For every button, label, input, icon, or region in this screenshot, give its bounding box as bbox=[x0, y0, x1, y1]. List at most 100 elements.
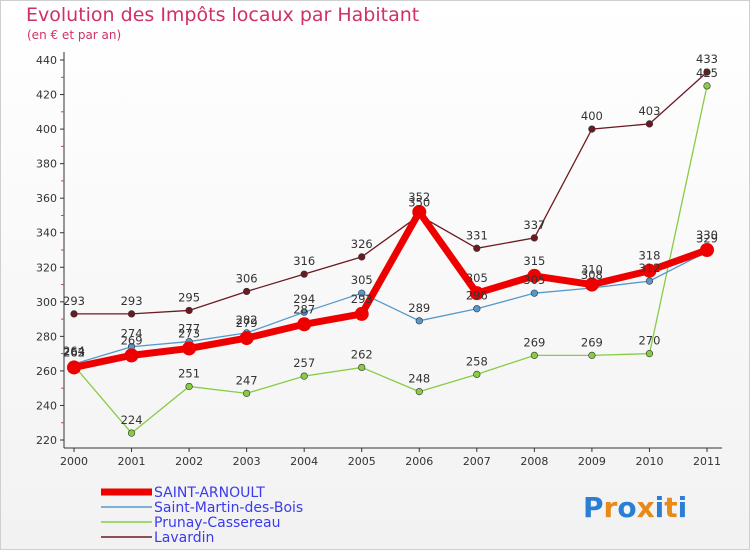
data-point-saint-martin-des-bois bbox=[473, 305, 481, 313]
series-line-prunay-cassereau bbox=[73, 85, 708, 434]
data-point-saint-martin-des-bois bbox=[645, 277, 654, 285]
legend-label-lavardin: Lavardin bbox=[154, 530, 214, 546]
data-label-prunay-cassereau: 248 bbox=[408, 372, 430, 386]
x-tick-label: 2004 bbox=[290, 455, 318, 468]
data-label-saint-arnoult: 287 bbox=[293, 302, 315, 316]
data-point-saint-martin-des-bois bbox=[300, 308, 308, 316]
data-label-lavardin: 433 bbox=[696, 52, 718, 66]
logo-letter: P bbox=[583, 491, 604, 524]
data-point-saint-arnoult bbox=[700, 243, 714, 257]
data-label-prunay-cassereau: 224 bbox=[121, 413, 143, 427]
data-point-lavardin bbox=[703, 68, 711, 76]
data-label-saint-arnoult: 352 bbox=[408, 190, 430, 204]
series-line-saint-arnoult bbox=[70, 208, 711, 371]
series-layer bbox=[67, 68, 714, 437]
data-label-lavardin: 400 bbox=[581, 109, 603, 123]
data-label-prunay-cassereau: 270 bbox=[638, 334, 660, 348]
x-tick-label: 2007 bbox=[463, 455, 491, 468]
data-point-saint-arnoult bbox=[469, 286, 484, 301]
data-point-saint-arnoult bbox=[584, 277, 599, 292]
data-point-saint-arnoult bbox=[527, 268, 542, 283]
x-tick-label: 2008 bbox=[520, 455, 548, 468]
data-label-saint-arnoult: 318 bbox=[638, 249, 660, 263]
data-point-prunay-cassereau bbox=[127, 429, 136, 437]
data-label-prunay-cassereau: 262 bbox=[351, 347, 373, 361]
logo-letter: r bbox=[604, 491, 618, 524]
data-point-saint-arnoult bbox=[239, 331, 254, 346]
x-tick-label: 2001 bbox=[118, 455, 146, 468]
y-tick-label: 240 bbox=[36, 399, 57, 412]
y-tick-label: 320 bbox=[36, 261, 57, 274]
data-point-prunay-cassereau bbox=[358, 363, 366, 372]
logo-text: Proxiti bbox=[583, 491, 687, 524]
legend-label-saint-martin-des-bois: Saint-Martin-des-Bois bbox=[154, 500, 303, 516]
data-point-lavardin bbox=[185, 306, 193, 315]
y-tick-label: 280 bbox=[36, 330, 57, 343]
x-tick-label: 2010 bbox=[635, 455, 663, 468]
y-tick-label: 260 bbox=[36, 365, 57, 378]
y-tick-label: 360 bbox=[36, 192, 57, 205]
proxiti-logo: Proxiti bbox=[583, 491, 687, 524]
series-line-saint-martin-des-bois bbox=[73, 251, 708, 365]
data-point-lavardin bbox=[127, 310, 136, 318]
data-point-saint-martin-des-bois bbox=[530, 289, 538, 297]
data-label-lavardin: 331 bbox=[466, 228, 488, 242]
data-point-lavardin bbox=[243, 287, 251, 296]
data-label-saint-martin-des-bois: 312 bbox=[638, 261, 660, 275]
data-label-lavardin: 306 bbox=[236, 271, 258, 285]
data-point-prunay-cassereau bbox=[185, 382, 193, 391]
x-tick-label: 2003 bbox=[233, 455, 261, 468]
logo-letter: i bbox=[678, 491, 688, 524]
data-label-saint-martin-des-bois: 277 bbox=[178, 322, 200, 336]
data-label-prunay-cassereau: 269 bbox=[523, 335, 545, 349]
data-label-lavardin: 403 bbox=[638, 104, 660, 118]
data-label-saint-arnoult: 279 bbox=[236, 316, 258, 330]
legend-label-saint-arnoult: SAINT-ARNOULT bbox=[154, 485, 265, 501]
data-point-saint-martin-des-bois bbox=[415, 317, 423, 325]
data-label-lavardin: 293 bbox=[63, 294, 85, 308]
data-point-lavardin bbox=[645, 120, 654, 128]
x-tick-label: 2009 bbox=[578, 455, 606, 468]
chart-subtitle: (en € et par an) bbox=[27, 28, 122, 42]
logo-letter: i bbox=[655, 491, 665, 524]
data-label-saint-arnoult: 330 bbox=[696, 228, 718, 242]
data-label-saint-martin-des-bois: 305 bbox=[351, 273, 373, 287]
data-label-lavardin: 295 bbox=[178, 290, 200, 304]
chart-axes: 220 240 260 280 300 320 340 360 380 400 420 440 2000… bbox=[36, 52, 722, 468]
data-label-lavardin: 316 bbox=[293, 254, 315, 268]
data-point-saint-arnoult bbox=[182, 341, 197, 356]
data-label-saint-arnoult: 310 bbox=[581, 263, 603, 277]
data-point-lavardin bbox=[530, 234, 538, 242]
data-label-saint-arnoult: 273 bbox=[178, 326, 200, 340]
data-label-lavardin: 350 bbox=[408, 195, 430, 209]
data-point-prunay-cassereau bbox=[473, 370, 481, 378]
legend-label-prunay-cassereau: Prunay-Cassereau bbox=[154, 515, 280, 531]
data-point-saint-arnoult bbox=[67, 360, 81, 375]
data-label-saint-martin-des-bois: 294 bbox=[293, 292, 315, 306]
data-label-saint-arnoult: 305 bbox=[466, 271, 488, 285]
data-point-lavardin bbox=[70, 310, 78, 318]
data-point-saint-arnoult bbox=[354, 306, 369, 321]
data-point-saint-arnoult bbox=[412, 205, 427, 219]
data-label-saint-martin-des-bois: 274 bbox=[121, 327, 143, 341]
data-point-saint-martin-des-bois bbox=[358, 289, 366, 297]
data-label-lavardin: 337 bbox=[523, 218, 545, 232]
logo-letter: x bbox=[637, 491, 655, 524]
data-point-prunay-cassereau bbox=[645, 350, 654, 358]
data-point-lavardin bbox=[300, 270, 308, 278]
data-label-saint-martin-des-bois: 329 bbox=[696, 232, 718, 246]
data-point-lavardin bbox=[588, 125, 596, 133]
data-label-prunay-cassereau: 258 bbox=[466, 354, 488, 368]
legend: SAINT-ARNOULTSaint-Martin-des-BoisPrunay… bbox=[101, 485, 303, 546]
x-tick-label: 2005 bbox=[348, 455, 376, 468]
data-point-prunay-cassereau bbox=[703, 82, 711, 90]
logo-letter: o bbox=[617, 491, 636, 524]
y-tick-label: 340 bbox=[36, 227, 57, 240]
data-label-saint-arnoult: 269 bbox=[121, 333, 143, 347]
y-tick-label: 440 bbox=[36, 54, 57, 67]
data-label-prunay-cassereau: 263 bbox=[63, 346, 85, 360]
data-label-saint-martin-des-bois: 296 bbox=[466, 289, 488, 303]
y-tick-label: 220 bbox=[36, 434, 57, 447]
x-tick-label: 2006 bbox=[405, 455, 433, 468]
